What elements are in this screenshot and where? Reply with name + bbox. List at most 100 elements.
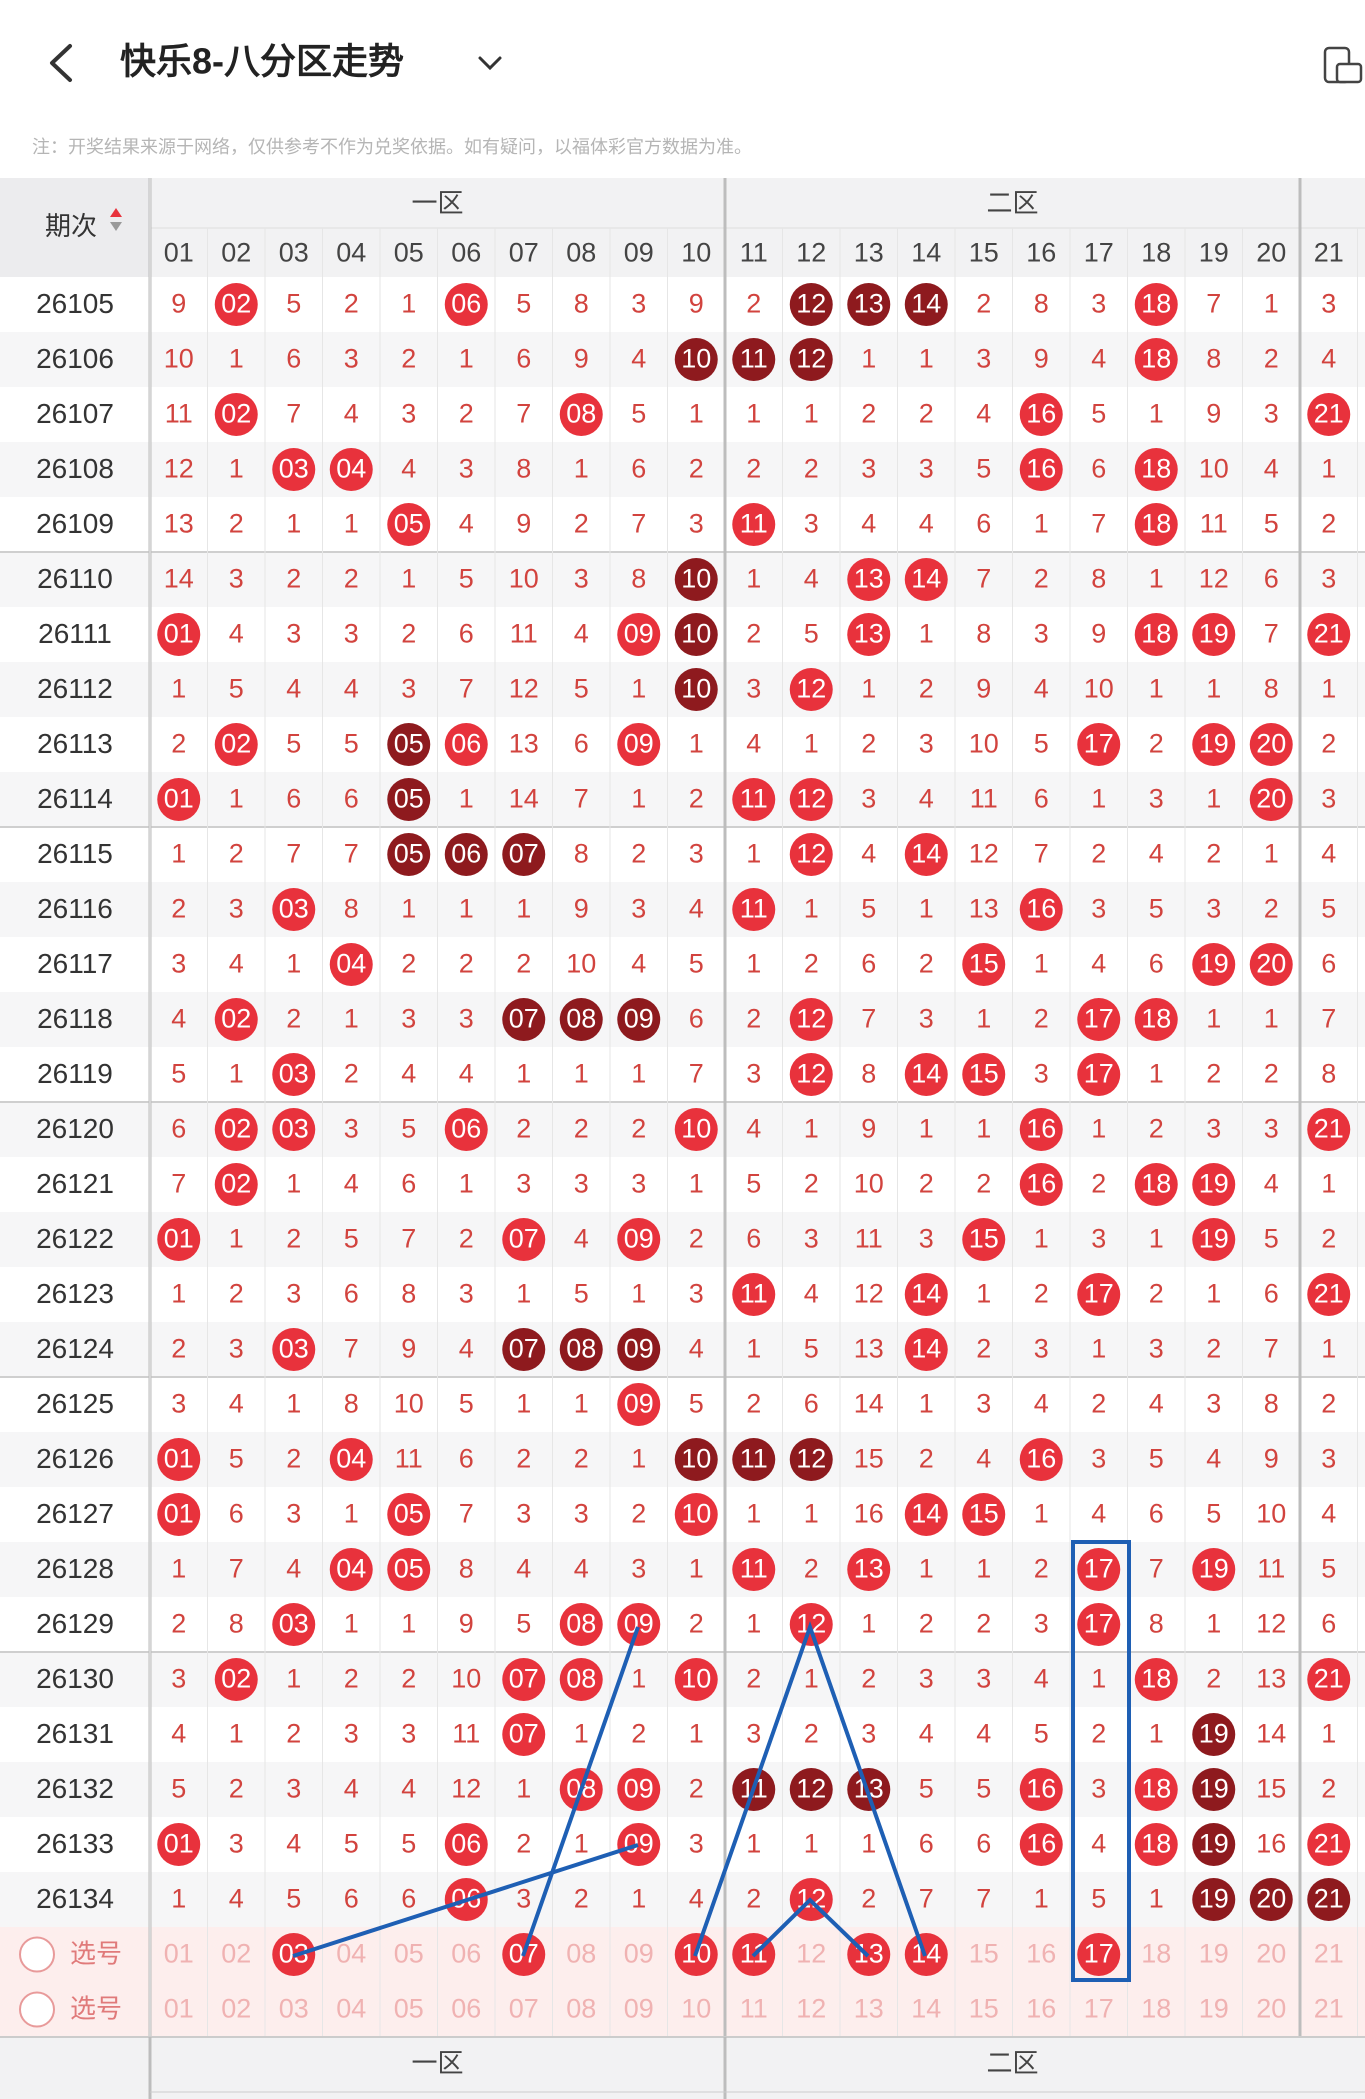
select-number: 07 [509,1994,539,2024]
hit-number: 16 [1026,1444,1056,1474]
miss-count: 2 [1264,1059,1279,1089]
select-number: 01 [164,1939,194,1969]
hit-number: 05 [394,1499,424,1529]
miss-count: 2 [1321,1224,1336,1254]
miss-count: 6 [229,1499,244,1529]
miss-count: 2 [746,1004,761,1034]
miss-count: 7 [459,674,474,704]
period: 26123 [36,1278,114,1309]
miss-count: 2 [171,894,186,924]
hit-number: 04 [336,454,366,484]
miss-count: 6 [1149,949,1164,979]
miss-count: 7 [689,1059,704,1089]
back-button[interactable] [50,44,72,82]
hit-ball [1134,503,1178,546]
select-radio[interactable] [19,1936,55,1973]
hit-ball [444,833,488,876]
miss-count: 3 [401,399,416,429]
hit-ball [214,723,258,766]
row-bg [0,882,1365,937]
hit-ball [1134,998,1178,1041]
device-icon[interactable] [1323,46,1363,84]
miss-count: 6 [516,344,531,374]
hit-ball [674,1658,718,1701]
miss-count: 4 [689,1334,704,1364]
miss-count: 1 [344,1609,359,1639]
hit-ball [962,1218,1006,1261]
hit-ball [617,1328,661,1371]
hit-ball [559,1328,603,1371]
page-title[interactable]: 快乐8-八分区走势 [120,41,404,82]
miss-count: 1 [919,894,934,924]
miss-count: 6 [574,729,589,759]
hit-ball [1019,448,1063,491]
miss-count: 2 [689,1774,704,1804]
miss-count: 9 [689,289,704,319]
period: 26117 [37,948,113,979]
column-header: 03 [279,238,309,268]
miss-count: 1 [631,1444,646,1474]
hit-ball [617,723,661,766]
miss-count: 1 [1264,839,1279,869]
period: 26118 [37,1003,113,1034]
hit-number: 17 [1084,1004,1114,1034]
hit-number: 02 [221,1114,251,1144]
miss-count: 1 [1206,674,1221,704]
period: 26122 [36,1223,114,1254]
miss-count: 4 [574,1224,589,1254]
miss-count: 3 [1264,399,1279,429]
hit-ball [732,1438,776,1481]
miss-count: 1 [861,344,876,374]
miss-count: 3 [1091,1224,1106,1254]
miss-count: 2 [344,1059,359,1089]
drawn-line [751,1897,870,1958]
miss-count: 2 [689,1224,704,1254]
select-number: 18 [1141,1939,1171,1969]
hit-ball [732,1548,776,1591]
miss-count: 8 [516,454,531,484]
miss-count: 10 [1084,674,1114,704]
miss-count: 4 [1321,344,1336,374]
select-radio[interactable] [19,1991,55,2028]
miss-count: 4 [171,1719,186,1749]
hit-ball [1249,1878,1293,1921]
row-bg [0,1707,1365,1762]
miss-count: 2 [344,1664,359,1694]
miss-count: 8 [976,619,991,649]
miss-count: 10 [854,1169,884,1199]
miss-count: 10 [969,729,999,759]
hit-ball [732,503,776,546]
miss-count: 6 [1034,784,1049,814]
miss-count: 3 [459,1279,474,1309]
miss-count: 3 [631,1554,646,1584]
miss-count: 1 [746,399,761,429]
hit-number: 09 [624,1004,654,1034]
hit-number: 21 [1314,399,1344,429]
row-bg [0,937,1365,992]
miss-count: 6 [1321,1609,1336,1639]
dropdown-arrow[interactable] [478,56,502,71]
hit-ball [962,943,1006,986]
miss-count: 2 [1149,1114,1164,1144]
miss-count: 5 [861,894,876,924]
miss-count: 5 [1091,1884,1106,1914]
hit-ball [387,1493,431,1536]
miss-count: 15 [854,1444,884,1474]
miss-count: 4 [631,949,646,979]
miss-count: 3 [861,784,876,814]
miss-count: 2 [171,1609,186,1639]
miss-count: 1 [1264,1004,1279,1034]
miss-count: 3 [919,1004,934,1034]
miss-count: 1 [1091,784,1106,814]
miss-count: 7 [861,1004,876,1034]
miss-count: 2 [574,1114,589,1144]
miss-count: 1 [1034,949,1049,979]
miss-count: 8 [1321,1059,1336,1089]
miss-count: 11 [165,399,193,429]
hit-ball [157,613,201,656]
hit-ball [1249,778,1293,821]
miss-count: 5 [1206,1499,1221,1529]
hit-number: 07 [509,1004,539,1034]
